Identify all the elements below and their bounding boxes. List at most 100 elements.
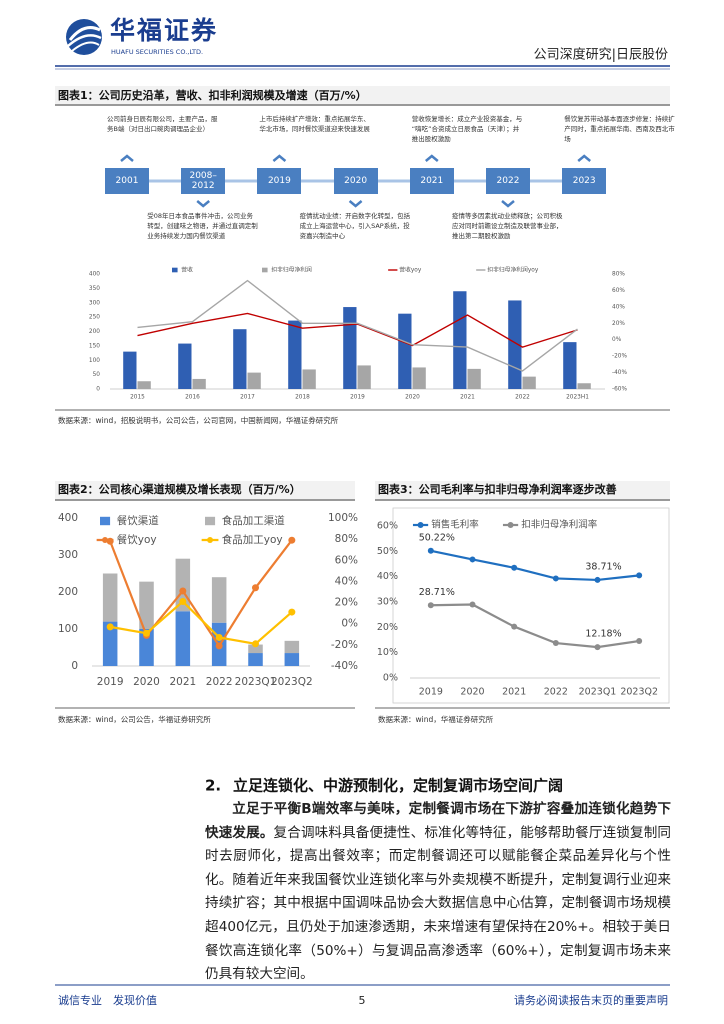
x-tick-label: 2022 [515,395,530,401]
footer-left: 诚信专业 发现价值 [58,993,157,1007]
timeline-year: 2023 [562,168,607,194]
bar [398,313,412,389]
marker [636,572,643,579]
figure-title-bg [375,481,670,499]
bar [211,577,227,623]
y2-tick-label: 20% [612,321,625,327]
chevron [501,200,515,208]
timeline-note: 上市后持续扩产增效：重点拓展华东、华北市场，同时餐饮渠道迎来快速发展 [259,115,370,133]
marker [179,587,187,595]
legend-label: 扣非归母净利润率 [521,519,598,531]
legend-swatch [262,267,268,273]
legend-label: 营收yoy [399,266,422,274]
paragraph-bold: 立足于平衡B端效率与美味，定制餐调市场在下游扩容叠加连锁化趋势下快速发展。 [205,801,671,841]
bar [343,307,357,389]
timeline-note: 餐饮复苏带动基本面逐步修复：持续扩产同时，重点拓展华南、西南及西北市场 [564,115,675,143]
x-tick-label: 2019 [350,395,365,401]
bar [248,644,263,654]
marker [511,564,518,571]
x-tick-label: 2022 [544,687,568,698]
x-tick-label: 2021 [460,395,475,401]
chevron [577,154,592,162]
paragraph-text: 复合调味料具备便捷性、标准化等特征，能够帮助餐厅连锁复制同时去厨师化，提高出餐效… [205,824,671,983]
y-tick-label: 100 [58,623,78,635]
line [137,312,578,348]
y2-tick-label: -60% [612,387,627,393]
source: 数据来源：wind，招股说明书，公司公告，公司官网，中国新闻网，华福证券研究所 [58,415,339,425]
chevron [272,154,287,162]
bar [247,372,261,389]
timeline-year: 2021 [409,168,454,194]
section-title: 立足连锁化、中游预制化，定制复调市场空间广阔 [233,777,563,795]
bar [302,369,316,389]
x-tick-label: 2015 [130,395,145,401]
y2-tick-label: 40% [612,304,625,310]
marker [427,602,434,609]
bar [175,611,191,666]
y-tick-label: 20% [377,622,398,633]
timeline-note: 公司前身日辰有限公司，主要产品，服务B端（对日出口碗肉调理品企业） [107,115,218,133]
logo-cn: 华福证券 [110,16,218,45]
legend-label: 餐饮渠道 [117,514,159,527]
marker [469,556,476,563]
y2-tick-label: -20% [612,354,627,360]
legend-label: 销售毛利率 [431,519,479,531]
page-number: 5 [359,994,366,1007]
footer-right: 请务必阅读报告末页的重要声明 [514,993,668,1007]
x-tick-label: 2022 [206,676,233,688]
x-tick-label: 2019 [97,676,124,688]
legend-swatch [100,516,111,526]
data-label: 38.71% [585,561,621,572]
figure-title: 图表2：公司核心渠道规模及增长表现（百万/%） [58,482,301,496]
y-tick-label: 200 [58,586,78,598]
y-tick-label: 60% [377,521,398,532]
y-tick-label: 0 [71,660,78,672]
x-tick-label: 2017 [240,395,255,401]
x-tick-label: 2020 [133,676,160,688]
x-tick-label: 2016 [185,395,200,401]
report-type: 公司深度研究|日辰股份 [534,47,668,63]
marker [179,598,187,606]
x-tick-label: 2021 [502,687,526,698]
marker [552,575,559,582]
y-tick-label: 40% [377,571,398,582]
y-tick-label: 150 [89,343,100,349]
y-tick-label: 100 [89,358,100,364]
y-tick-label: 200 [89,329,100,335]
chevron [424,154,439,162]
source: 数据来源：wind，公司公告，华福证券研究所 [58,714,211,724]
marker [215,642,223,650]
chart: 图表2：公司核心渠道规模及增长表现（百万/%） 数据来源：wind，公司公告，华福… [58,482,358,724]
bar [563,342,577,389]
x-tick-label: 2018 [295,395,310,401]
bar [467,368,481,389]
legend-swatch [172,267,178,273]
timeline-note: 疫情等多因素扰动业绩释放；公司积极应对同时前瞻设立制造及联营事业部，推出第二期股… [452,212,563,240]
x-tick-label: 2023Q2 [620,687,658,698]
x-tick-label: 2020 [405,395,420,401]
bar [233,329,247,389]
bar [139,581,154,629]
chevron [196,200,211,208]
legend-marker [207,537,214,543]
y2-tick-label: 60% [335,554,358,566]
y2-tick-label: 40% [335,575,358,587]
y-tick-label: 400 [89,272,100,278]
line [430,549,640,582]
bar [248,653,263,666]
figure-title: 图表3：公司毛利率与扣非归母净利润率逐步改善 [378,482,617,496]
bar [288,320,302,389]
legend-swatch [205,516,216,526]
legend-marker [417,522,424,528]
bar [284,640,300,654]
data-label: 50.22% [419,532,455,543]
marker [106,623,114,631]
y2-tick-label: 100% [328,512,358,524]
marker [594,644,601,651]
logo [66,19,102,55]
y-tick-label: 30% [377,597,398,608]
y2-tick-label: 60% [612,288,625,294]
